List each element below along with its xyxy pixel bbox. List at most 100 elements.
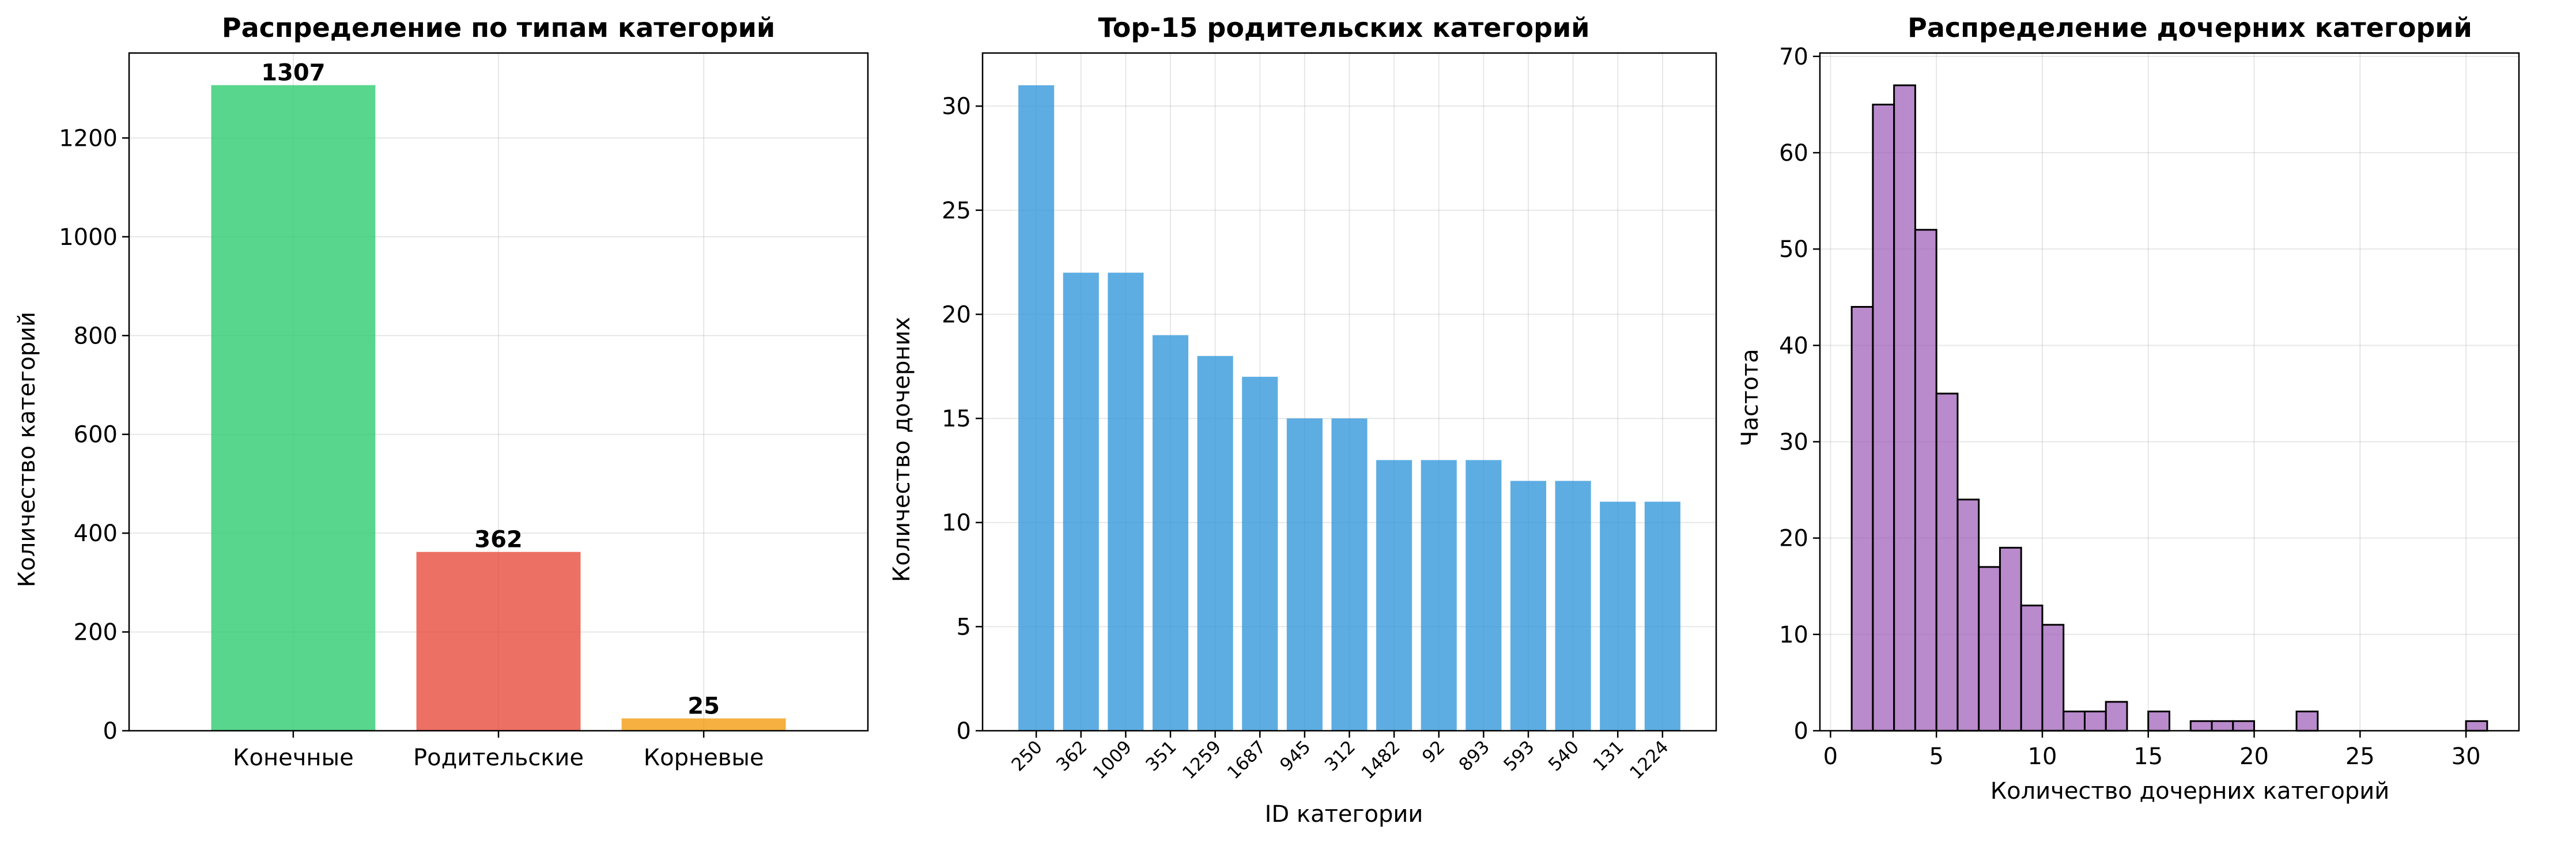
x-tick-label: 893 [1455,737,1494,775]
x-tick-label: 92 [1418,737,1449,767]
y-tick-label: 400 [74,520,118,547]
x-tick-label: 20 [2239,743,2269,770]
chart-top15-parents: Top-15 родительских категорий Количество… [889,12,1717,828]
histogram-bin [2041,624,2065,732]
x-tick-label: 1687 [1223,737,1270,783]
histogram-bin [2147,711,2171,732]
chart-title: Распределение дочерних категорий [1908,12,2472,43]
y-axis-label: Количество дочерних [889,317,915,582]
x-tick-label: 1482 [1358,737,1404,783]
y-tick-label: 5 [957,614,971,640]
y-tick-label: 1200 [59,125,118,152]
histogram-bin [1872,103,1895,732]
histogram-bin [1914,229,1937,732]
x-tick-label: 362 [1052,737,1091,775]
bar-Родительские [416,552,581,731]
bar-362 [1063,273,1099,731]
bar-1259 [1197,356,1233,731]
x-axis-label: Количество дочерних категорий [1990,778,2389,805]
y-axis-label: Количество категорий [14,312,40,587]
bar-131 [1600,501,1636,731]
y-tick-label: 0 [1794,718,1808,745]
y-tick-label: 0 [103,718,118,745]
chart-children-histogram: Распределение дочерних категорий Частота… [1737,12,2520,805]
axes-frame [128,52,869,732]
axes-frame [981,52,1717,732]
histogram-bin [2083,711,2107,732]
histogram-bin [2063,711,2086,732]
y-tick-label: 10 [942,510,971,537]
bar-Корневые [621,718,786,731]
bar-312 [1331,418,1368,731]
histogram-bin [2189,720,2213,732]
histogram-bin [1978,566,2001,732]
x-tick-label: 540 [1544,737,1583,775]
y-tick-label: 30 [1779,429,1808,456]
y-tick-label: 20 [1779,526,1808,552]
x-tick-label: Корневые [644,745,764,771]
x-tick-label: 945 [1276,737,1315,775]
chart-title: Top-15 родительских категорий [1098,12,1589,43]
x-tick-label: 351 [1142,737,1180,775]
data-label: 1307 [261,60,325,86]
x-tick-label: 250 [1008,737,1047,775]
bar-1009 [1108,273,1144,731]
bar-250 [1018,85,1055,731]
x-tick-label: 1009 [1089,737,1136,783]
y-tick-label: 70 [1779,44,1808,70]
histogram-bin [1850,305,1874,732]
histogram-bin [2232,720,2256,732]
histogram-bin [2211,720,2234,732]
y-tick-label: 200 [74,620,118,646]
y-tick-label: 60 [1779,140,1808,167]
histogram-bin [2020,605,2044,732]
x-tick-label: Конечные [233,745,354,771]
x-tick-label: 30 [2452,743,2481,770]
chart-type-distribution: Распределение по типам категорий Количес… [14,12,869,771]
x-tick-label: 1259 [1179,737,1225,783]
histogram-bin [2105,701,2128,732]
x-tick-label: 593 [1499,737,1538,775]
histogram-bin [1956,498,1980,732]
x-tick-label: 10 [2028,743,2057,770]
bar-1687 [1242,376,1278,731]
histogram-bin [2465,720,2488,732]
y-tick-label: 10 [1779,622,1808,648]
x-tick-label: 1224 [1626,737,1672,783]
x-tick-label: 312 [1321,737,1359,775]
data-label: 25 [688,693,720,720]
y-tick-label: 800 [74,323,118,349]
histogram-bin [1935,392,1959,732]
bar-540 [1555,481,1591,731]
y-tick-label: 600 [74,422,118,448]
y-tick-label: 1000 [59,224,118,251]
y-tick-label: 40 [1779,333,1808,359]
y-tick-label: 15 [942,406,971,432]
bar-1224 [1644,501,1680,731]
bar-351 [1152,335,1189,731]
bar-593 [1510,481,1547,731]
x-tick-label: 0 [1823,743,1838,770]
x-tick-label: 25 [2345,743,2375,770]
x-tick-label: 131 [1589,737,1628,775]
x-tick-label: 15 [2133,743,2163,770]
chart-title: Распределение по типам категорий [222,12,775,43]
histogram-bin [2295,711,2319,732]
bar-893 [1465,460,1502,731]
x-tick-label: 5 [1929,743,1943,770]
histogram-bin [1999,546,2022,732]
x-axis-label: ID категории [1265,801,1423,828]
y-tick-label: 50 [1779,236,1808,263]
axes-frame [1819,52,2520,732]
data-label: 362 [474,527,523,553]
x-tick-label: Родительские [413,745,584,771]
bar-Конечные [211,85,376,731]
y-tick-label: 30 [942,93,971,120]
y-tick-label: 20 [942,301,971,328]
histogram-bin [1893,84,1916,732]
bar-1482 [1376,460,1412,731]
bar-945 [1286,418,1323,731]
bar-92 [1421,460,1457,731]
y-tick-label: 25 [942,198,971,224]
